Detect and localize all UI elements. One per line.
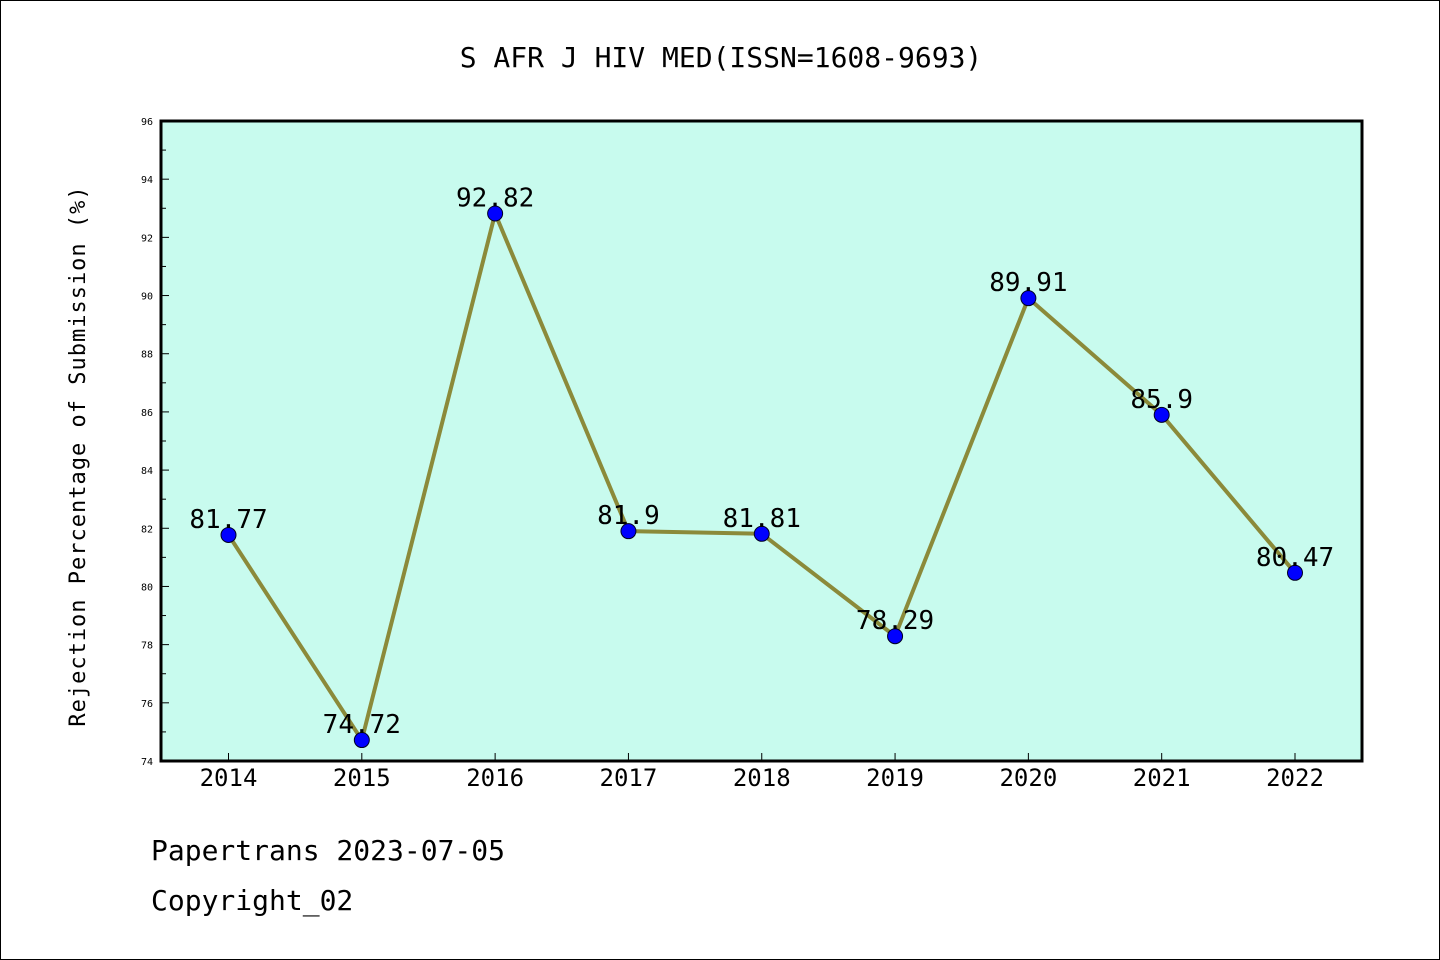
y-tick-label: 90 bbox=[141, 292, 153, 303]
y-tick-label: 94 bbox=[141, 175, 153, 186]
data-point bbox=[753, 525, 770, 542]
y-tick-label: 96 bbox=[141, 117, 153, 128]
data-label: 80.47 bbox=[1256, 543, 1334, 573]
data-label: 92.82 bbox=[456, 184, 534, 214]
series-group bbox=[220, 205, 1303, 749]
x-tick-label: 2017 bbox=[600, 764, 658, 792]
y-axis-label: Rejection Percentage of Submission (%) bbox=[66, 185, 91, 726]
x-tick-label: 2015 bbox=[333, 764, 391, 792]
data-point bbox=[1020, 290, 1037, 307]
data-label: 78.29 bbox=[856, 606, 934, 636]
y-axis-ticks: 74 76 78 80 82 84 86 88 90 92 94 96 bbox=[141, 117, 169, 768]
data-point bbox=[220, 526, 237, 543]
x-tick-label: 2022 bbox=[1266, 764, 1324, 792]
y-tick-label: 80 bbox=[141, 582, 153, 593]
y-tick-label: 88 bbox=[141, 350, 153, 361]
data-point bbox=[620, 523, 637, 540]
footer-copyright: Copyright_02 bbox=[151, 884, 354, 917]
x-tick-label: 2019 bbox=[866, 764, 924, 792]
data-label: 81.81 bbox=[723, 504, 801, 534]
x-tick-label: 2016 bbox=[466, 764, 524, 792]
data-point bbox=[353, 732, 370, 749]
y-tick-label: 92 bbox=[141, 233, 153, 244]
plot-area bbox=[159, 119, 1364, 763]
data-labels-group: 81.77 74.72 92.82 81.9 81.81 78.29 89.91 85.9 80… bbox=[189, 184, 1334, 741]
data-point bbox=[887, 628, 904, 645]
footer-date: Papertrans 2023-07-05 bbox=[151, 834, 506, 867]
y-tick-label: 74 bbox=[141, 757, 153, 768]
y-tick-label: 82 bbox=[141, 524, 153, 535]
x-tick-label: 2020 bbox=[999, 764, 1057, 792]
data-point bbox=[487, 205, 504, 222]
data-point bbox=[1153, 406, 1170, 423]
x-tick-label: 2021 bbox=[1133, 764, 1191, 792]
y-tick-label: 78 bbox=[141, 641, 153, 652]
data-label: 81.9 bbox=[597, 501, 660, 531]
data-label: 74.72 bbox=[323, 710, 401, 740]
data-label: 89.91 bbox=[989, 268, 1067, 298]
x-tick-label: 2018 bbox=[733, 764, 791, 792]
y-tick-label: 86 bbox=[141, 408, 153, 419]
x-tick-label: 2014 bbox=[200, 764, 258, 792]
data-label: 81.77 bbox=[189, 505, 267, 535]
y-tick-label: 76 bbox=[141, 699, 153, 710]
data-label: 85.9 bbox=[1130, 385, 1193, 415]
x-axis-ticks: 2014 2015 2016 2017 2018 2019 2020 2021 2022 bbox=[200, 753, 1324, 792]
y-tick-label: 84 bbox=[141, 466, 153, 477]
data-point bbox=[1287, 564, 1303, 581]
chart-title: S AFR J HIV MED(ISSN=1608-9693) bbox=[460, 41, 983, 74]
